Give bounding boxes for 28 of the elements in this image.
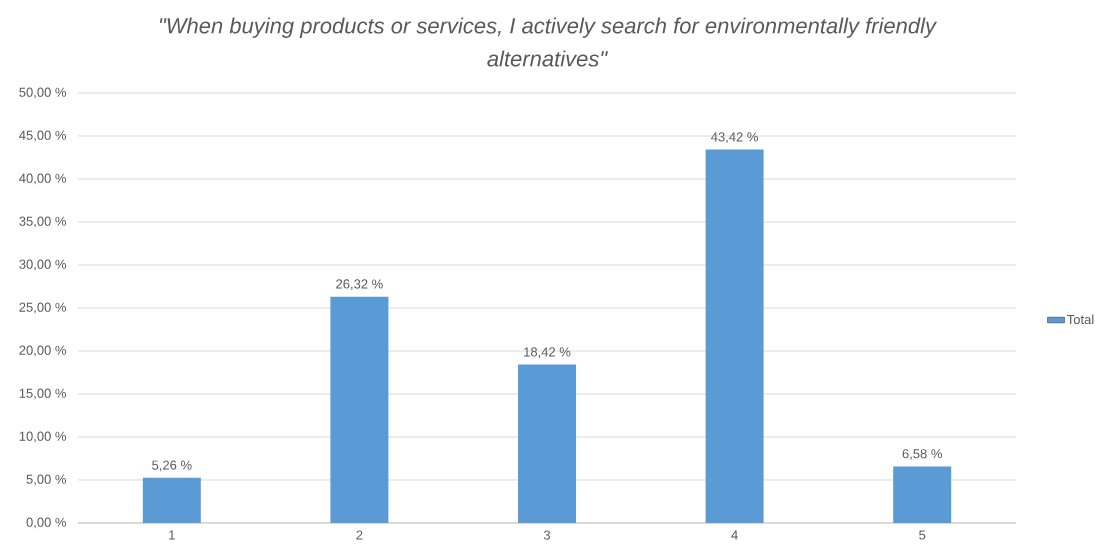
bar <box>330 296 389 523</box>
y-tick-label: 25,00 % <box>19 302 67 314</box>
x-tick-label: 1 <box>169 530 175 540</box>
y-tick-label: 5,00 % <box>26 474 67 486</box>
bar <box>893 466 952 523</box>
x-tick-label: 4 <box>731 530 738 540</box>
y-tick-label: 45,00 % <box>19 130 67 142</box>
legend-label: Total <box>1067 314 1094 325</box>
x-tick-label: 3 <box>543 530 551 540</box>
y-tick-label: 35,00 % <box>19 216 67 228</box>
data-label: 43,42 % <box>711 132 758 144</box>
data-label: 5,26 % <box>152 460 192 472</box>
data-label: 6,58 % <box>902 449 942 460</box>
chart-title: "When buying products or services, I actively search for environmentally friendly alternatives" <box>159 17 938 67</box>
y-tick-label: 0,00 % <box>26 517 67 529</box>
y-tick-label: 30,00 % <box>19 259 67 271</box>
y-tick-label: 50,00 % <box>19 87 67 99</box>
bar <box>705 149 764 523</box>
data-label: 26,32 % <box>336 279 383 291</box>
y-tick-label: 40,00 % <box>19 173 67 185</box>
bar <box>142 477 201 523</box>
data-label: 18,42 % <box>524 347 571 359</box>
x-tick-label: 2 <box>356 530 363 540</box>
y-tick-label: 10,00 % <box>19 431 67 443</box>
bar <box>518 364 577 523</box>
x-tick-label: 5 <box>919 530 926 540</box>
y-tick-label: 15,00 % <box>19 388 67 400</box>
y-tick-label: 20,00 % <box>19 345 67 357</box>
